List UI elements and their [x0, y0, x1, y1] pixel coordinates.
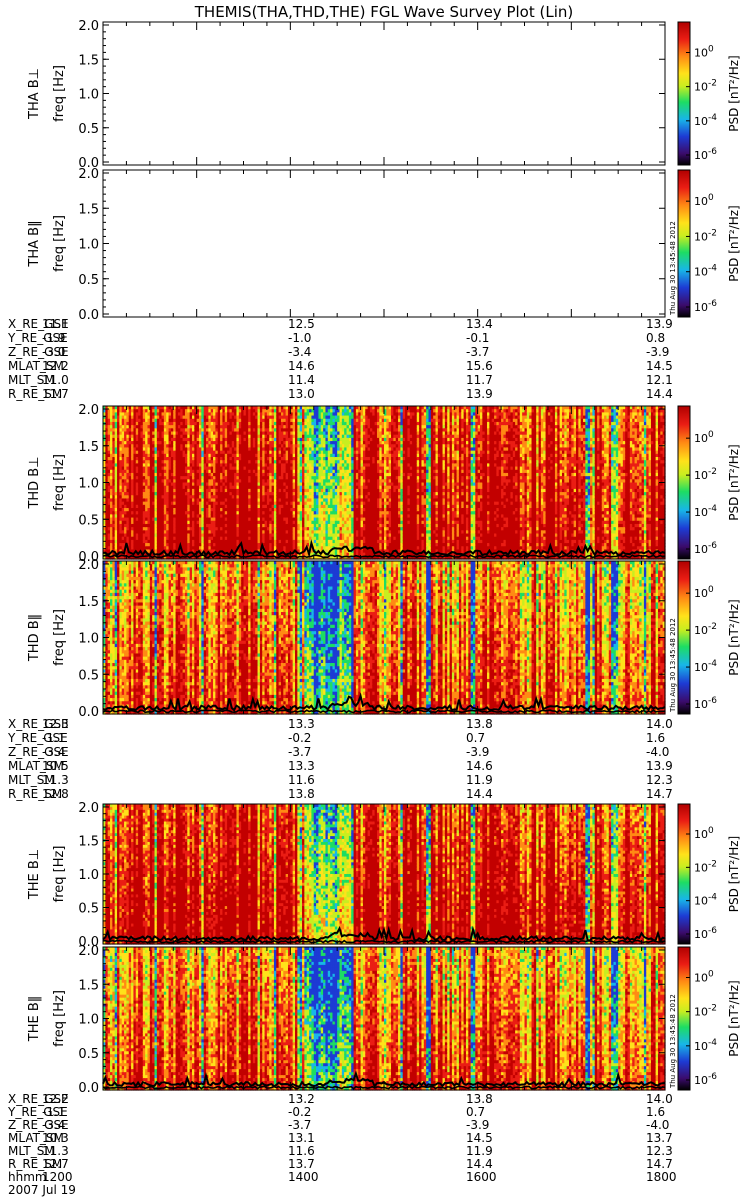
- y-tick-label: 1.5: [78, 202, 99, 217]
- colorbar-tick-label: 10-6: [694, 147, 717, 162]
- colorbar-tick-label: 100: [694, 193, 714, 208]
- y-tick-label: 1.5: [78, 53, 99, 68]
- colorbar: [678, 170, 690, 317]
- colorbar-tick-label: 10-4: [694, 113, 717, 128]
- y-tick-label: 1.0: [78, 88, 99, 103]
- plot-layer: 0.0 0.5 1.0 1.5 2.0 freq [Hz] THA B⊥ 10-6 10-4 10…: [7, 19, 741, 1197]
- freq-axis-label: freq [Hz]: [52, 65, 67, 122]
- colorbar-tick-label: 10-4: [694, 264, 717, 279]
- probe-label: THA B⊥: [27, 68, 42, 120]
- colorbar: [678, 22, 690, 165]
- y-tick-label: 0.5: [78, 273, 99, 288]
- probe-label: THA B‖: [27, 220, 42, 267]
- freq-axis-label: freq [Hz]: [52, 215, 67, 272]
- panel-frame: [103, 170, 665, 317]
- colorbar-label: PSD [nT²/Hz]: [727, 55, 741, 131]
- colorbar-tick-label: 10-2: [694, 228, 717, 243]
- figure-title: THEMIS(THA,THD,THE) FGL Wave Survey Plot…: [194, 3, 573, 21]
- colorbar-tick-label: 10-2: [694, 79, 717, 94]
- panel-frame: [103, 22, 665, 165]
- y-tick-label: 0.5: [78, 122, 99, 137]
- y-tick-label: 2.0: [78, 19, 99, 34]
- wave-survey-figure: THEMIS(THA,THD,THE) FGL Wave Survey Plot…: [0, 0, 750, 1200]
- colorbar-label: PSD [nT²/Hz]: [727, 205, 741, 281]
- panel-tha-bpar: 0.0 0.5 1.0 1.5 2.0 freq [Hz] THA B‖ 10-6 10-4 10…: [27, 167, 741, 323]
- colorbar-tick-label: 10-6: [694, 299, 717, 314]
- y-tick-label: 2.0: [78, 167, 99, 182]
- timestamp-stamp: Thu Aug 30 13:45:48 2012: [669, 221, 677, 316]
- y-tick-label: 1.0: [78, 238, 99, 253]
- y-tick-label: 0.0: [78, 308, 99, 323]
- colorbar-tick-label: 100: [694, 45, 714, 60]
